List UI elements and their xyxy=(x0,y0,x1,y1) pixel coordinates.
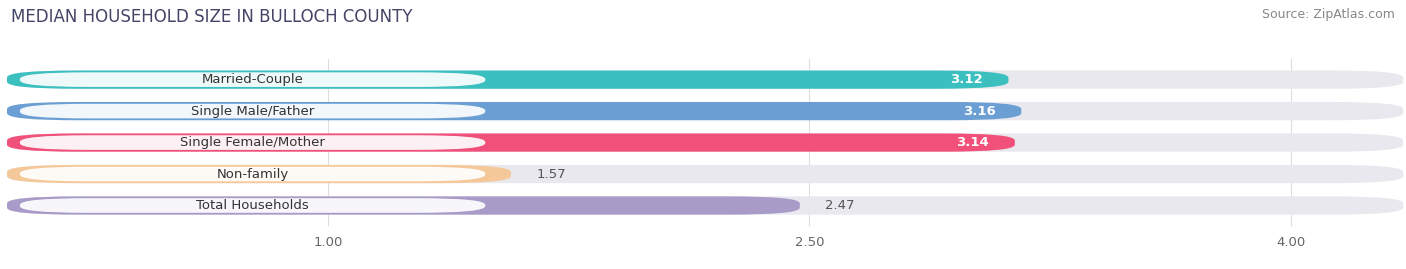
FancyBboxPatch shape xyxy=(7,102,1403,120)
FancyBboxPatch shape xyxy=(7,165,1403,183)
FancyBboxPatch shape xyxy=(20,135,485,150)
Text: MEDIAN HOUSEHOLD SIZE IN BULLOCH COUNTY: MEDIAN HOUSEHOLD SIZE IN BULLOCH COUNTY xyxy=(11,8,413,26)
FancyBboxPatch shape xyxy=(7,165,510,183)
FancyBboxPatch shape xyxy=(7,196,1403,215)
Text: 3.16: 3.16 xyxy=(963,105,995,118)
Text: Single Female/Mother: Single Female/Mother xyxy=(180,136,325,149)
Text: 1.57: 1.57 xyxy=(537,168,567,180)
FancyBboxPatch shape xyxy=(7,133,1015,152)
Text: Single Male/Father: Single Male/Father xyxy=(191,105,314,118)
Text: 3.14: 3.14 xyxy=(956,136,990,149)
FancyBboxPatch shape xyxy=(7,70,1403,89)
FancyBboxPatch shape xyxy=(7,70,1008,89)
FancyBboxPatch shape xyxy=(20,167,485,181)
FancyBboxPatch shape xyxy=(20,104,485,118)
FancyBboxPatch shape xyxy=(7,102,1021,120)
FancyBboxPatch shape xyxy=(20,72,485,87)
FancyBboxPatch shape xyxy=(7,196,800,215)
FancyBboxPatch shape xyxy=(7,133,1403,152)
Text: Married-Couple: Married-Couple xyxy=(201,73,304,86)
Text: 2.47: 2.47 xyxy=(825,199,855,212)
FancyBboxPatch shape xyxy=(20,198,485,213)
Text: 3.12: 3.12 xyxy=(950,73,983,86)
Text: Source: ZipAtlas.com: Source: ZipAtlas.com xyxy=(1261,8,1395,21)
Text: Non-family: Non-family xyxy=(217,168,288,180)
Text: Total Households: Total Households xyxy=(197,199,309,212)
